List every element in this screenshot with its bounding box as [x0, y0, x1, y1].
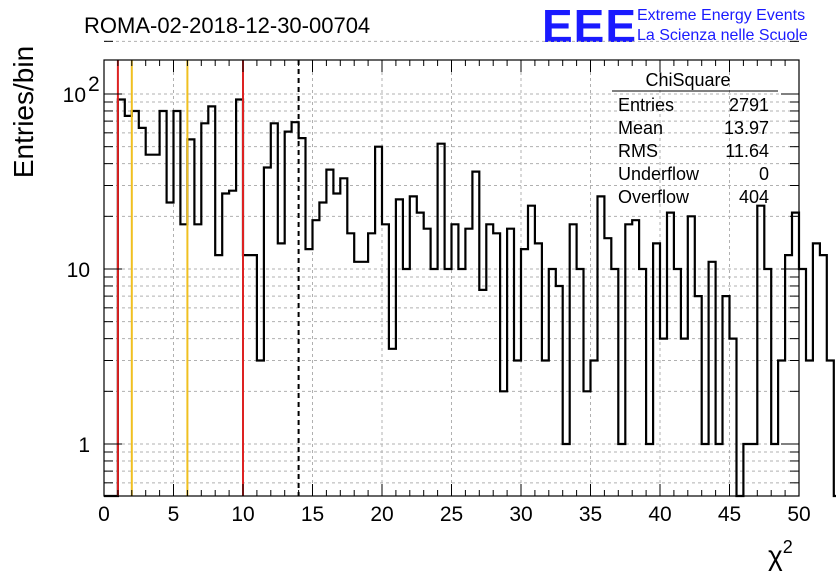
histogram-bin [681, 339, 688, 496]
histogram-bin [306, 249, 313, 496]
histogram-bin [194, 224, 201, 496]
histogram-bin [368, 233, 375, 496]
histogram-bin [132, 111, 139, 496]
histogram-bin [618, 444, 625, 496]
histogram-bin [243, 255, 250, 496]
histogram-bin [167, 202, 174, 496]
chart-title: ROMA-02-2018-12-30-00704 [84, 13, 370, 38]
stats-label: Underflow [618, 164, 700, 184]
x-tick-label: 45 [718, 503, 741, 526]
histogram-bin [354, 262, 361, 496]
histogram-bin [313, 220, 320, 496]
stats-value: 13.97 [724, 118, 769, 138]
grid-lines [104, 40, 799, 496]
histogram-bin [806, 361, 813, 496]
stats-label: Mean [618, 118, 663, 138]
histogram-bin [702, 444, 709, 496]
logo-line-2: La Scienza nelle Scuole [637, 27, 808, 44]
axis-ticks [103, 40, 800, 496]
histogram-bin [584, 391, 591, 496]
histogram-bin [542, 361, 549, 496]
histogram-bin [389, 349, 396, 496]
histogram-bin [403, 269, 410, 496]
histogram-bin [326, 170, 333, 496]
histogram-bin [278, 243, 285, 496]
histogram-bin [361, 262, 368, 496]
histogram-outline [104, 98, 836, 498]
stats-box: ChiSquare Entries 2791 Mean 13.97 RMS 11.64 Un… [612, 70, 778, 207]
stats-label: Overflow [618, 187, 690, 207]
stats-label: Entries [618, 95, 674, 115]
logo-line-1: Extreme Energy Events [637, 7, 805, 24]
histogram-bin [146, 155, 153, 496]
histogram-bin [563, 444, 570, 496]
y-tick-label-exponent: 2 [88, 73, 100, 96]
histogram-bin [257, 361, 264, 496]
x-tick-label: 15 [301, 503, 324, 526]
threshold-lines [116, 60, 300, 496]
eee-logo: EEE Extreme Energy Events La Scienza nel… [542, 0, 808, 52]
histogram-bin [771, 444, 778, 496]
histogram-bin [431, 269, 438, 496]
stats-value: 11.64 [725, 141, 769, 161]
histogram-bin [180, 224, 187, 496]
x-tick-label: 40 [648, 503, 671, 526]
histogram-bin [139, 128, 146, 496]
x-tick-label: 25 [440, 503, 463, 526]
x-tick-label: 30 [509, 503, 532, 526]
y-tick-label: 1 [78, 434, 90, 457]
histogram-bin [333, 194, 340, 496]
x-tick-label: 5 [168, 503, 180, 526]
histogram-bin [347, 233, 354, 496]
histogram-bin [229, 191, 236, 496]
stats-value: 0 [759, 164, 769, 184]
histogram-bin [417, 213, 424, 496]
histogram-bin [153, 155, 160, 496]
histogram-bin [458, 269, 465, 496]
histogram-bin [319, 202, 326, 496]
histogram-bin [716, 444, 723, 496]
x-axis-label: χ2 [768, 537, 793, 571]
histogram-bin [125, 116, 132, 496]
histogram-bin [500, 391, 507, 496]
x-tick-label: 50 [787, 503, 810, 526]
stats-value: 2791 [729, 95, 769, 115]
histogram-bin [750, 444, 757, 496]
x-tick-label: 10 [231, 503, 254, 526]
y-tick-label: 10 [67, 259, 90, 282]
stats-label: RMS [618, 141, 658, 161]
histogram-bin [646, 444, 653, 496]
y-axis-label: Entries/bin [8, 46, 39, 178]
logo-mark: EEE [542, 0, 637, 52]
histogram-bars [104, 98, 836, 498]
histogram-bin [215, 255, 222, 496]
y-tick-label: 10 [63, 84, 86, 107]
stats-title: ChiSquare [645, 70, 730, 90]
histogram-bin [604, 238, 611, 496]
x-tick-label: 0 [98, 503, 110, 526]
histogram-bin [445, 269, 452, 496]
histogram-bin [292, 122, 299, 496]
histogram-bin [660, 339, 667, 496]
x-tick-labels: 0 5 10 15 20 25 30 35 40 45 50 [98, 503, 811, 526]
stats-value: 404 [739, 187, 769, 207]
histogram-bin [479, 290, 486, 496]
x-tick-label: 35 [579, 503, 602, 526]
histogram-bin [514, 361, 521, 496]
x-tick-label: 20 [370, 503, 393, 526]
